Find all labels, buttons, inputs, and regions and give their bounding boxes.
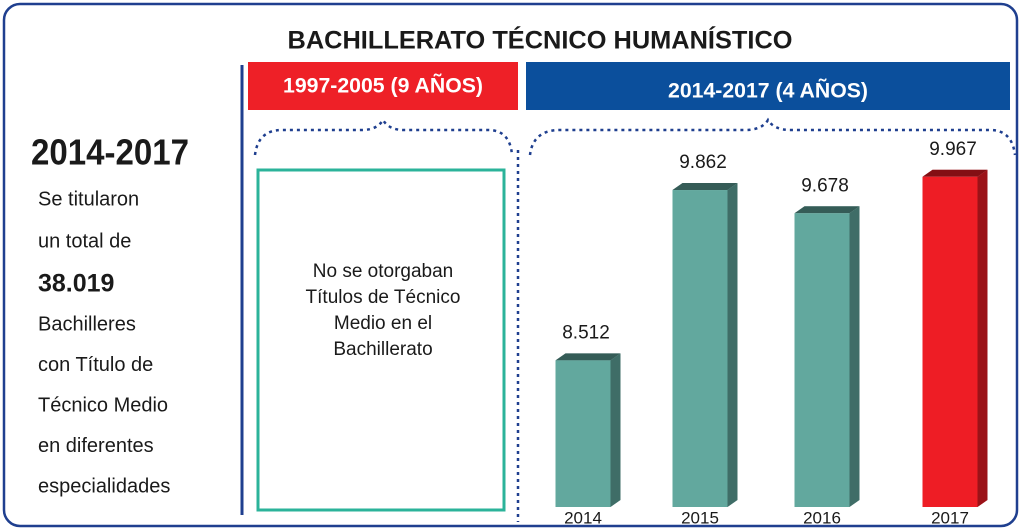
summary-text: Técnico Medio — [38, 394, 168, 416]
period-box — [526, 62, 1010, 110]
x-tick-label: 2015 — [681, 508, 719, 527]
bar-side — [849, 206, 860, 508]
bar-side — [727, 183, 738, 508]
value-label: 9.967 — [929, 139, 977, 160]
brace — [253, 117, 514, 156]
bar-top — [672, 183, 738, 191]
bar-top — [794, 206, 860, 214]
bar — [555, 360, 611, 507]
bar-side — [610, 353, 621, 507]
value-label: 9.862 — [679, 152, 727, 173]
bar-side — [977, 169, 988, 508]
period-label: 1997-2005 (9 AÑOS) — [283, 75, 483, 98]
x-tick-label: 2014 — [564, 508, 602, 527]
summary-text: especialidades — [38, 475, 170, 497]
period-label: 2014-2017 (4 AÑOS) — [668, 80, 868, 103]
bar — [794, 213, 850, 508]
summary-text: Bachilleres — [38, 313, 136, 335]
bar — [672, 190, 728, 508]
note-box — [256, 168, 506, 512]
note-text: Títulos de Técnico — [306, 287, 461, 308]
bar-top-shade — [555, 353, 621, 361]
bar-side-shade — [727, 183, 738, 508]
summary-total: 38.019 — [38, 270, 114, 298]
bar-side-shade — [977, 169, 988, 508]
bar-side-shade — [849, 206, 860, 508]
bar-side-shade — [610, 353, 621, 507]
note-text: No se otorgaban — [313, 261, 454, 282]
summary-text: un total de — [38, 230, 131, 252]
value-label: 9.678 — [801, 175, 849, 196]
title: BACHILLERATO TÉCNICO HUMANÍSTICO — [288, 26, 793, 55]
summary-text: en diferentes — [38, 435, 154, 457]
x-tick-label: 2016 — [803, 508, 841, 527]
bar-top — [555, 353, 621, 361]
brace — [528, 117, 1017, 156]
bar-top-shade — [794, 206, 860, 214]
value-label: 8.512 — [562, 322, 610, 343]
x-tick-label: 2017 — [931, 508, 969, 527]
period-box — [248, 62, 518, 110]
note-text: Medio en el — [334, 313, 432, 334]
summary-text: Se titularon — [38, 188, 139, 210]
summary-period: 2014-2017 — [31, 132, 189, 173]
bar — [922, 176, 978, 508]
note-text: Bachillerato — [333, 339, 432, 360]
bar-top-shade — [672, 183, 738, 191]
bar-top — [922, 169, 988, 177]
bar-top-shade — [922, 169, 988, 177]
summary-text: con Título de — [38, 354, 153, 376]
